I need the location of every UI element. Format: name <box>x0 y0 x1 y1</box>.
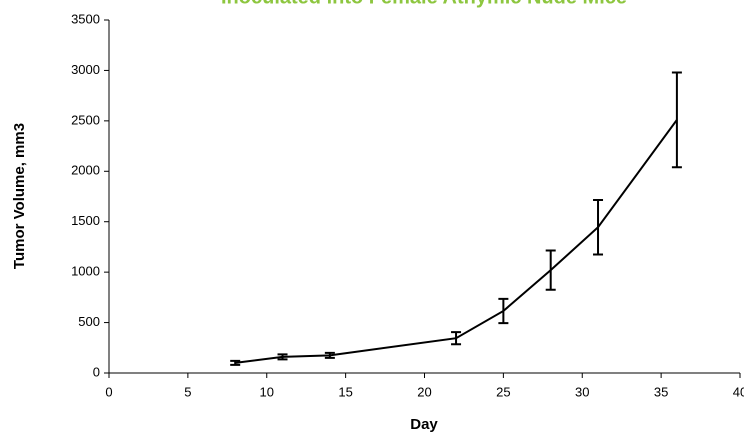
error-bar <box>324 351 335 359</box>
error-bar <box>277 353 288 361</box>
error-bar <box>593 199 604 256</box>
x-tick-label: 40 <box>733 384 744 399</box>
x-tick-label: 0 <box>105 384 112 399</box>
y-axis-label: Tumor Volume, mm3 <box>11 123 28 269</box>
y-tick-label: 2000 <box>71 163 100 178</box>
x-tick-label: 25 <box>496 384 510 399</box>
x-tick-label: 15 <box>338 384 352 399</box>
x-tick-label: 30 <box>575 384 589 399</box>
x-tick-label: 35 <box>654 384 668 399</box>
chart-title: Inoculated into Female Athymic Nude Mice <box>221 0 627 8</box>
error-bar <box>498 297 509 325</box>
y-tick-label: 1000 <box>71 264 100 279</box>
y-tick-label: 3500 <box>71 11 100 26</box>
x-axis-label: Day <box>410 416 438 433</box>
error-bar <box>451 331 462 346</box>
y-tick-label: 0 <box>93 364 100 379</box>
data-line <box>235 119 678 364</box>
x-tick-label: 20 <box>417 384 431 399</box>
error-bar <box>671 71 682 169</box>
y-tick-label: 500 <box>78 314 100 329</box>
error-bar <box>230 359 241 366</box>
y-tick-label: 3000 <box>71 62 100 77</box>
x-tick-label: 5 <box>184 384 191 399</box>
error-bar <box>545 249 556 291</box>
y-tick-label: 1500 <box>71 213 100 228</box>
x-tick-label: 10 <box>260 384 274 399</box>
y-tick-label: 2500 <box>71 112 100 127</box>
